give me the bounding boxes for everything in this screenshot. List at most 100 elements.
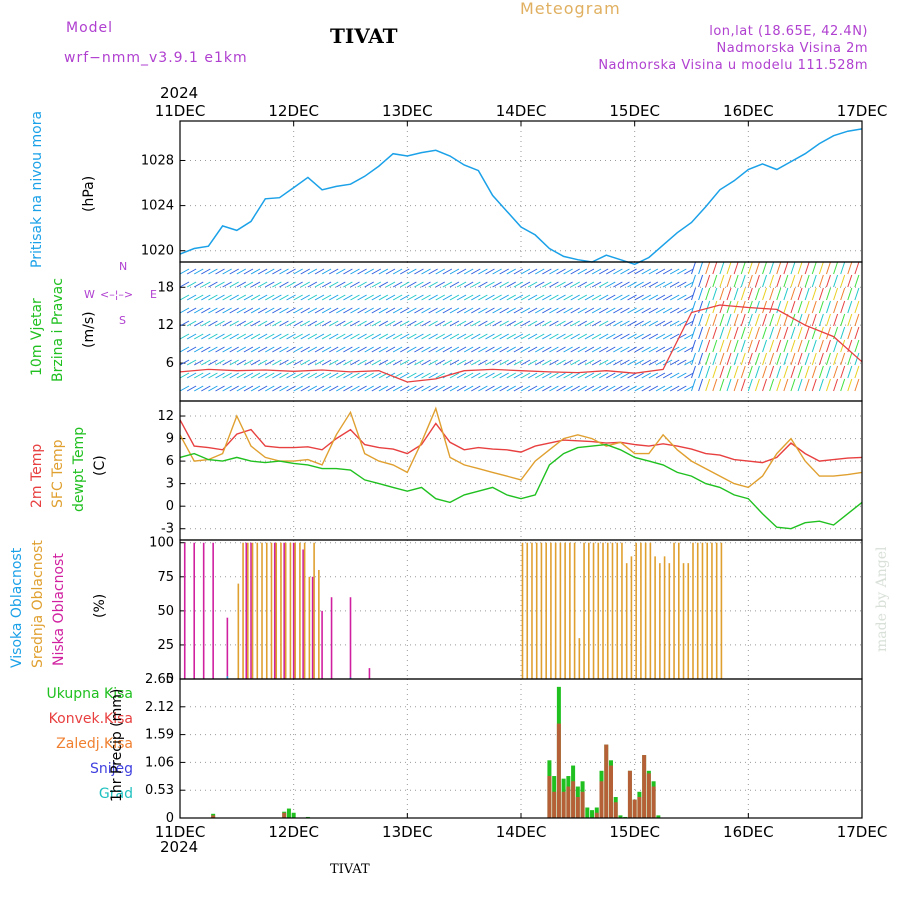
wind-barb xyxy=(613,294,623,301)
wind-barb xyxy=(641,294,652,301)
wind-barb xyxy=(762,287,768,301)
wind-barb xyxy=(762,365,768,379)
wind-barb xyxy=(250,294,261,301)
wind-barb xyxy=(584,268,595,275)
wind-barb xyxy=(542,385,552,392)
wind-barb xyxy=(392,359,403,366)
wind-barb xyxy=(606,307,616,314)
wind-barb xyxy=(570,307,580,314)
wind-barb xyxy=(485,346,495,353)
wind-barb xyxy=(591,372,602,379)
wind-barb xyxy=(442,281,453,288)
wind-barb xyxy=(740,378,746,392)
wind-barb xyxy=(847,261,853,275)
wind-barb xyxy=(826,378,831,392)
wind-barb xyxy=(847,287,853,301)
wind-barb xyxy=(534,333,545,340)
wind-barb xyxy=(733,326,739,340)
wind-barb xyxy=(449,385,460,392)
wind-barb xyxy=(492,385,502,392)
wind-barb xyxy=(193,333,204,340)
convective-rain-bar xyxy=(627,770,632,818)
wind-barb xyxy=(392,385,403,392)
wind-barb xyxy=(300,281,311,288)
wind-barb xyxy=(378,307,389,314)
wind-barb xyxy=(747,378,753,392)
wind-barb xyxy=(314,268,325,275)
wind-barb xyxy=(471,268,481,275)
year-bottom: 2024 xyxy=(160,838,199,856)
wind-barb xyxy=(478,268,488,275)
wind-barb xyxy=(797,352,803,366)
wind-barb xyxy=(272,385,282,392)
wind-barb xyxy=(648,333,659,340)
wind-barb xyxy=(833,261,839,275)
wind-barb xyxy=(435,281,445,288)
total-rain-bar xyxy=(656,815,661,818)
wind-barb xyxy=(399,372,410,379)
wind-barb xyxy=(754,378,760,392)
wind-barb xyxy=(783,378,789,392)
wind-barb xyxy=(399,268,410,275)
wind-barb xyxy=(712,261,718,275)
wind-barb xyxy=(449,281,460,288)
wind-barb xyxy=(350,372,360,379)
wind-barb xyxy=(833,313,839,327)
wind-barb xyxy=(634,346,644,353)
wind-barb xyxy=(591,333,602,340)
y-tick-label: 1.59 xyxy=(145,728,174,743)
wind-barb xyxy=(364,307,374,314)
wind-barb xyxy=(811,287,817,301)
wind-barb xyxy=(698,352,704,366)
elevation: Nadmorska Visina 2m xyxy=(716,41,868,56)
wind-barb xyxy=(257,359,268,366)
wind-barb xyxy=(435,346,445,353)
wind-barb xyxy=(392,294,403,301)
wind-barb xyxy=(641,346,652,353)
wind-barb xyxy=(712,326,718,340)
wind-barb xyxy=(733,365,739,379)
wind-barb xyxy=(563,320,573,327)
y-tick-label: 6 xyxy=(166,454,174,469)
wind-barb xyxy=(378,385,389,392)
wind-barb xyxy=(627,385,637,392)
wind-barb xyxy=(257,307,268,314)
wind-barb xyxy=(542,346,552,353)
wind-barb xyxy=(506,346,517,353)
wind-barb xyxy=(762,274,768,288)
compass-n: N xyxy=(119,260,128,273)
wind-barb xyxy=(648,268,659,275)
convective-rain-bar xyxy=(646,773,651,818)
wind-barb xyxy=(272,307,282,314)
wind-barb xyxy=(435,385,445,392)
wind-barb xyxy=(684,268,694,275)
wind-barb xyxy=(385,320,396,327)
wind-barb xyxy=(428,333,438,340)
wind-barb xyxy=(357,281,367,288)
wind-barb xyxy=(236,333,247,340)
wind-barb xyxy=(648,372,659,379)
wind-barb xyxy=(627,268,637,275)
convective-rain-bar xyxy=(604,744,609,818)
wind-barb xyxy=(712,339,718,353)
wind-barb xyxy=(222,281,232,288)
wind-barb xyxy=(336,359,346,366)
wind-barb xyxy=(272,268,282,275)
wind-barb xyxy=(712,365,718,379)
precip-label-total: Ukupna Kisa xyxy=(46,686,133,702)
wind-barb xyxy=(328,281,339,288)
date-label-bottom: 12DEC xyxy=(268,823,319,841)
wind-barb xyxy=(328,333,339,340)
wind-barb xyxy=(485,359,495,366)
wind-barb xyxy=(272,359,282,366)
wind-barb xyxy=(627,281,637,288)
wind-barb xyxy=(655,320,666,327)
wind-barb xyxy=(293,268,303,275)
wind-barb xyxy=(790,287,796,301)
wind-barb xyxy=(265,333,275,340)
wind-barb xyxy=(456,268,467,275)
wind-barb xyxy=(606,320,616,327)
wind-barb xyxy=(279,307,289,314)
wind-barb xyxy=(428,307,438,314)
year-top: 2024 xyxy=(160,84,199,102)
